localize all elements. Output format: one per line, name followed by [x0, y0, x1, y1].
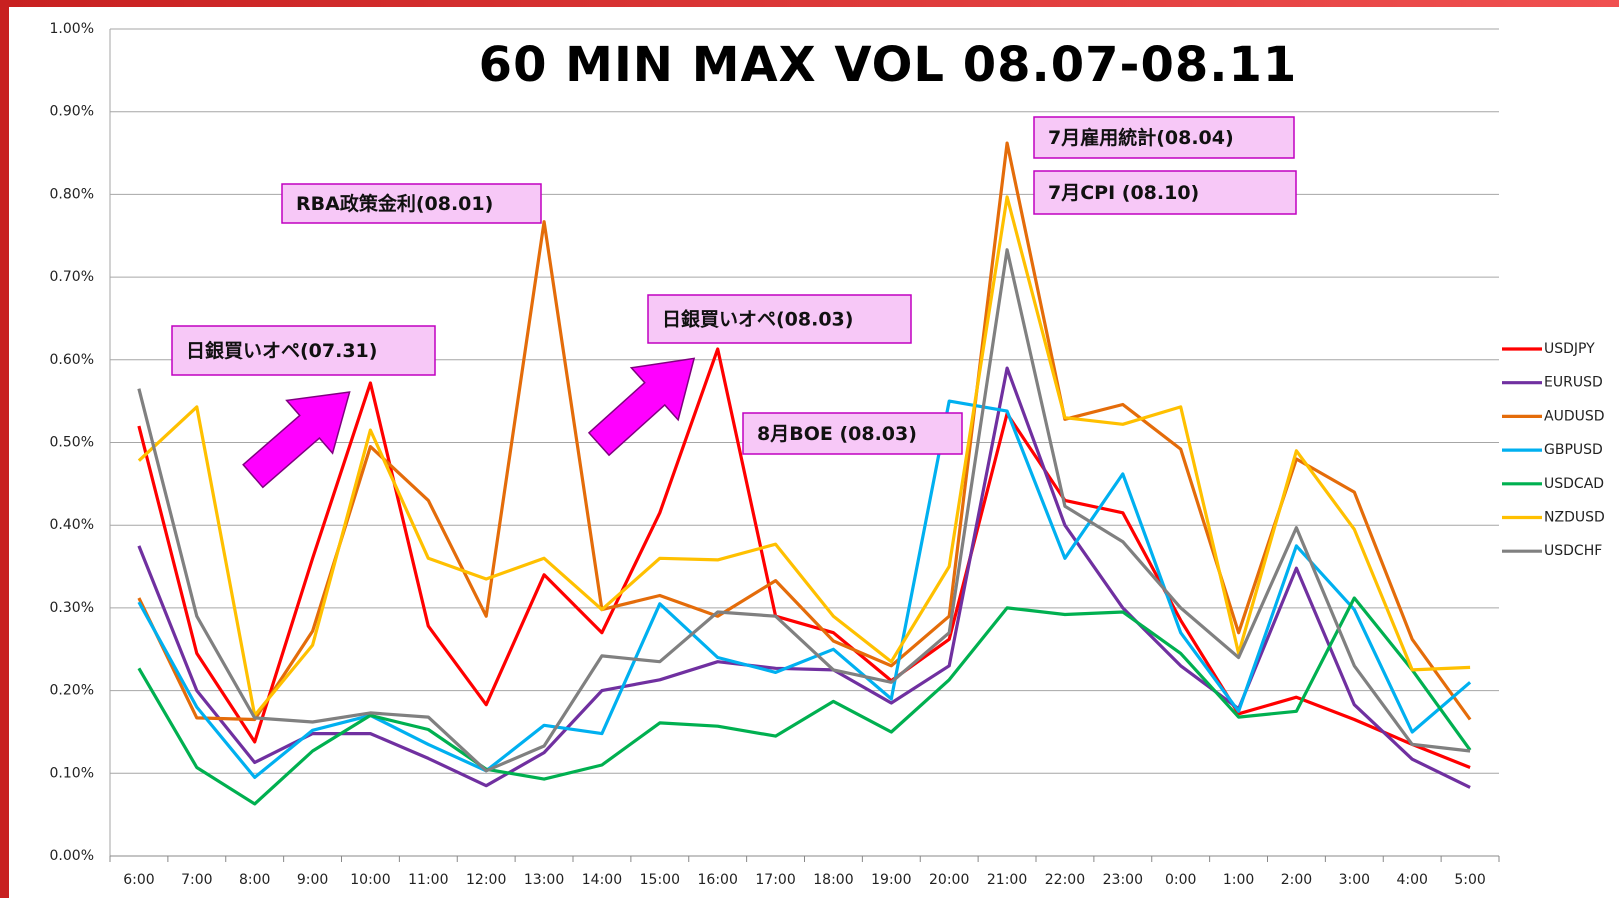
x-tick-label: 8:00	[239, 872, 270, 888]
annotation-box	[281, 183, 542, 224]
x-tick-label: 18:00	[813, 872, 853, 888]
x-tick-label: 17:00	[755, 872, 795, 888]
y-tick-label: 1.00%	[50, 21, 94, 37]
y-tick-label: 0.20%	[50, 683, 94, 699]
y-tick-label: 0.30%	[50, 600, 94, 616]
y-tick-label: 0.60%	[50, 352, 94, 368]
x-tick-label: 13:00	[524, 872, 564, 888]
annotation-box	[171, 325, 436, 376]
legend-label: NZDUSD	[1544, 510, 1605, 526]
annotation: 7月雇用統計(08.04)	[1048, 126, 1234, 149]
x-tick-label: 3:00	[1339, 872, 1370, 888]
annotation-box	[742, 412, 963, 455]
series-line	[137, 248, 1471, 773]
x-tick-label: 7:00	[181, 872, 212, 888]
series-line	[137, 141, 1472, 722]
x-tick-label: 16:00	[698, 872, 738, 888]
x-tick-label: 2:00	[1281, 872, 1312, 888]
x-tick-label: 20:00	[929, 872, 969, 888]
y-tick-label: 0.90%	[50, 104, 94, 120]
annotation: RBA政策金利(08.01)	[296, 192, 493, 215]
annotation-box	[647, 294, 912, 344]
legend-label: USDJPY	[1544, 341, 1595, 357]
legend-label: USDCAD	[1544, 476, 1604, 492]
chart-title: 60 MIN MAX VOL 08.07-08.11	[479, 37, 1298, 93]
x-tick-label: 12:00	[466, 872, 506, 888]
arrow	[587, 357, 696, 457]
series-line	[137, 195, 1471, 717]
x-tick-label: 4:00	[1396, 872, 1427, 888]
x-tick-label: 15:00	[640, 872, 680, 888]
x-tick-label: 9:00	[297, 872, 328, 888]
x-tick-label: 10:00	[350, 872, 390, 888]
arrow	[242, 391, 351, 489]
y-tick-label: 0.10%	[50, 765, 94, 781]
x-tick-label: 19:00	[871, 872, 911, 888]
legend-label: USDCHF	[1544, 543, 1602, 559]
x-tick-label: 6:00	[123, 872, 154, 888]
x-tick-label: 22:00	[1045, 872, 1085, 888]
series-line	[137, 399, 1472, 779]
legend-label: EURUSD	[1544, 375, 1603, 391]
y-tick-label: 0.50%	[50, 435, 94, 451]
x-tick-label: 5:00	[1454, 872, 1485, 888]
y-tick-label: 0.00%	[50, 848, 94, 864]
annotation-box	[1033, 170, 1297, 215]
x-tick-label: 0:00	[1165, 872, 1196, 888]
series-line	[137, 596, 1472, 806]
x-tick-label: 21:00	[987, 872, 1027, 888]
legend-label: GBPUSD	[1544, 442, 1603, 458]
y-tick-label: 0.70%	[50, 269, 94, 285]
x-tick-label: 14:00	[582, 872, 622, 888]
annotation: 7月CPI (08.10)	[1048, 182, 1199, 204]
annotation-box	[1033, 116, 1295, 159]
annotation: 8月BOE (08.03)	[757, 423, 917, 445]
legend-label: AUDUSD	[1544, 408, 1605, 424]
y-tick-label: 0.80%	[50, 186, 94, 202]
x-tick-label: 23:00	[1103, 872, 1143, 888]
annotation: 日銀買いオペ(08.03)	[662, 308, 853, 331]
y-tick-label: 0.40%	[50, 517, 94, 533]
series-line	[137, 347, 1471, 769]
annotation: 日銀買いオペ(07.31)	[186, 339, 377, 362]
x-tick-label: 1:00	[1223, 872, 1254, 888]
x-tick-label: 11:00	[408, 872, 448, 888]
